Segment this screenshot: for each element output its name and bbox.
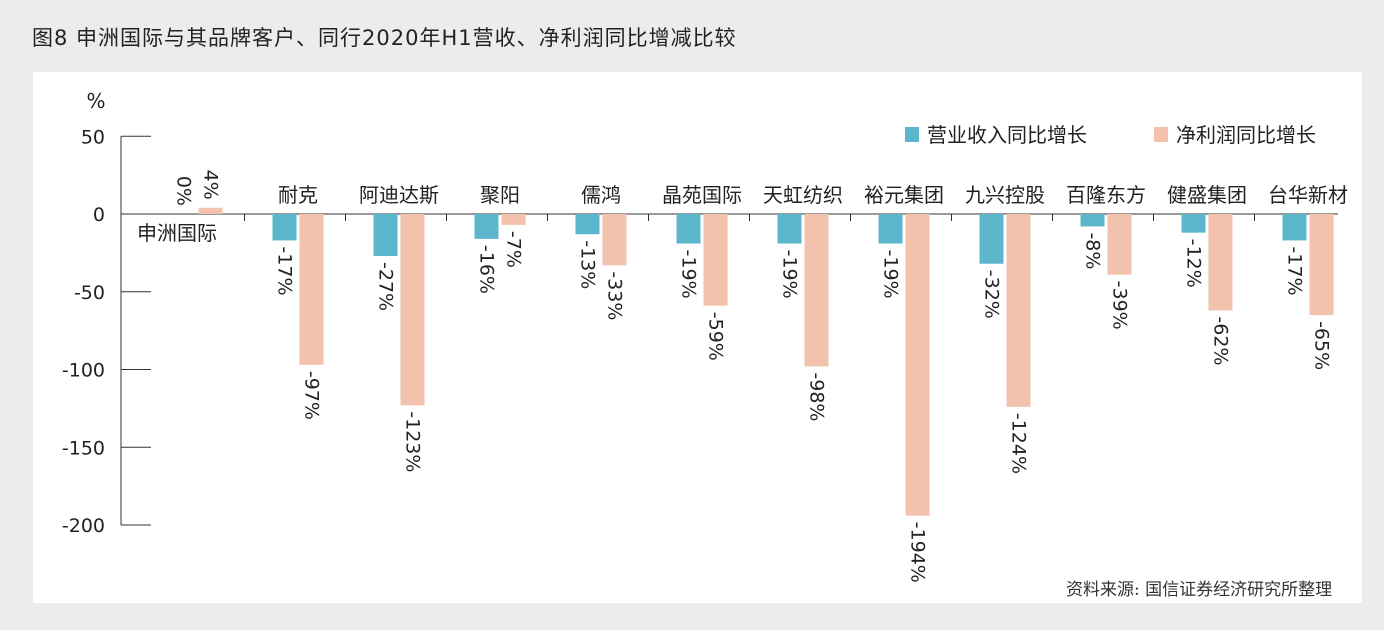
profit-growth-bar [400,214,425,406]
legend-label-profit: 净利润同比增长 [1176,123,1316,147]
chart-panel: 50 0 -50 -100 -150 -200% 0% 4% 申洲国际 -17% -97% 耐克 -27… [33,72,1362,603]
revenue-growth-bar [474,214,499,239]
profit-growth-data-label: -59% [705,312,727,361]
figure-title: 图8 申洲国际与其品牌客户、同行2020年H1营收、净利润同比增减比较 [32,26,737,50]
profit-growth-bar [1107,214,1132,275]
profit-growth-data-label: -33% [604,271,626,320]
profit-growth-data-label: 4% [200,170,222,200]
revenue-growth-data-label: -19% [779,250,801,299]
profit-growth-bar [501,214,526,225]
profit-growth-bar [198,207,223,214]
profit-growth-data-label: -97% [301,371,323,420]
revenue-growth-data-label: -17% [274,246,296,295]
bar-chart: 50 0 -50 -100 -150 -200% 0% 4% 申洲国际 -17% -97% 耐克 -27… [62,89,1348,583]
profit-growth-bar [804,214,829,367]
revenue-growth-bar [272,214,297,241]
revenue-growth-bar [777,214,802,244]
y-axis-unit-label: % [86,89,105,113]
category-label: 裕元集团 [864,183,944,207]
category-label: 健盛集团 [1167,183,1247,207]
profit-growth-bar [1006,214,1031,407]
profit-growth-data-label: -7% [503,231,525,268]
y-tick-label: -200 [62,515,105,537]
category-label: 儒鸿 [581,183,621,207]
revenue-growth-bar [373,214,398,256]
category-label: 天虹纺织 [763,183,843,207]
category-label: 申洲国际 [137,221,217,245]
profit-growth-bar [1309,214,1334,316]
profit-growth-bar [299,214,324,365]
revenue-growth-bar [1080,214,1105,227]
revenue-growth-bar [1282,214,1307,241]
revenue-growth-bar [979,214,1004,264]
category-label: 阿迪达斯 [359,183,439,207]
category-label: 百隆东方 [1066,183,1146,207]
revenue-growth-data-label: -12% [1183,239,1205,288]
revenue-growth-bar [878,214,903,244]
profit-growth-data-label: -194% [907,522,929,583]
legend-swatch-revenue [905,127,919,142]
revenue-growth-data-label: -19% [880,250,902,299]
revenue-growth-data-label: -32% [981,270,1003,319]
profit-growth-bar [1208,214,1233,311]
source-note: 资料来源: 国信证券经济研究所整理 [1066,580,1333,600]
y-tick-label: 0 [93,204,105,226]
y-tick-label: 50 [81,126,105,148]
profit-growth-data-label: -98% [806,372,828,421]
revenue-growth-bar [575,214,600,235]
category-label: 台华新材 [1268,183,1348,207]
y-tick-label: -150 [62,437,105,459]
revenue-growth-data-label: -27% [375,262,397,311]
revenue-growth-data-label: -13% [577,240,599,289]
category-label: 耐克 [278,183,318,207]
revenue-growth-data-label: -17% [1284,246,1306,295]
profit-growth-data-label: -39% [1109,281,1131,330]
category-label: 聚阳 [480,183,520,207]
profit-growth-bar [703,214,728,306]
revenue-growth-data-label: -16% [476,245,498,294]
profit-growth-data-label: -65% [1311,321,1333,370]
legend-label-revenue: 营业收入同比增长 [927,123,1087,147]
profit-growth-data-label: -62% [1210,316,1232,365]
revenue-growth-data-label: -8% [1082,232,1104,269]
category-label: 晶苑国际 [662,183,742,207]
revenue-growth-data-label: -19% [678,250,700,299]
y-tick-label: -50 [74,282,105,304]
revenue-growth-bar [676,214,701,244]
profit-growth-data-label: -123% [402,411,424,472]
revenue-growth-data-label: 0% [173,176,195,206]
profit-growth-bar [602,214,627,266]
category-label: 九兴控股 [965,183,1045,207]
profit-growth-bar [905,214,930,516]
revenue-growth-bar [1181,214,1206,233]
y-tick-label: -100 [62,360,105,382]
profit-growth-data-label: -124% [1008,413,1030,474]
legend-swatch-profit [1154,127,1168,142]
